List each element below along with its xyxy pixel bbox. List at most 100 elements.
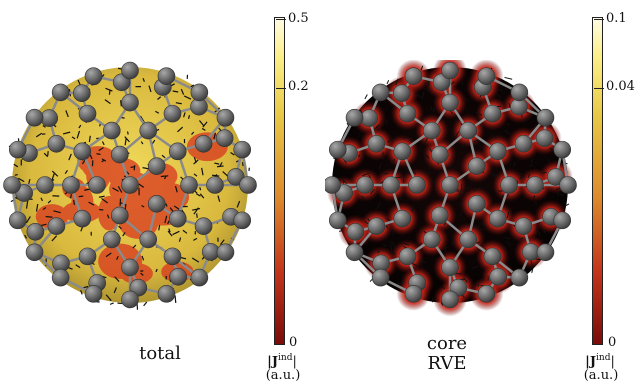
carbon-atom	[239, 176, 257, 194]
current-arrow	[124, 136, 130, 143]
colorbar-total-quantity: |Jind|	[267, 353, 297, 370]
carbon-atom	[139, 230, 158, 249]
current-arrow	[53, 210, 61, 214]
caption-total: total	[139, 343, 181, 364]
carbon-atom	[169, 267, 188, 286]
current-arrow	[490, 133, 497, 139]
current-arrow	[175, 102, 182, 105]
carbon-atom	[163, 247, 182, 266]
current-arrow	[35, 203, 39, 212]
current-arrow	[395, 78, 399, 86]
current-arrow	[191, 257, 200, 263]
current-arrow	[65, 110, 69, 118]
current-arrow	[155, 110, 160, 114]
current-arrow	[217, 195, 221, 202]
current-arrow	[183, 95, 192, 100]
current-arrow	[214, 162, 220, 165]
current-arrow	[199, 187, 202, 191]
current-arrow	[505, 237, 511, 240]
current-arrow	[364, 94, 368, 100]
carbon-atom	[51, 83, 70, 102]
current-arrow	[201, 127, 206, 131]
carbon-atom	[168, 142, 187, 161]
current-arrow	[506, 211, 510, 219]
current-arrow	[45, 215, 53, 218]
carbon-atom	[216, 108, 235, 127]
carbon-atom	[404, 285, 423, 303]
carbon-atom	[194, 217, 213, 236]
carbon-atom	[422, 230, 441, 249]
carbon-atom	[84, 285, 103, 303]
current-arrow	[148, 85, 152, 93]
colorbar-total-mid: 0.2	[288, 79, 309, 94]
current-arrow	[141, 204, 145, 208]
carbon-atom	[430, 206, 449, 225]
current-arrow	[43, 152, 49, 158]
current-arrow	[42, 207, 47, 211]
current-arrow	[47, 200, 52, 204]
current-arrow	[527, 173, 531, 178]
current-arrow	[182, 229, 188, 234]
current-arrow	[196, 193, 201, 197]
current-arrow	[81, 159, 86, 165]
current-arrow	[451, 241, 454, 246]
current-arrow	[412, 170, 416, 175]
current-arrow	[454, 115, 460, 120]
current-arrow	[114, 276, 120, 282]
current-arrow	[424, 137, 429, 144]
current-arrow	[504, 129, 510, 135]
current-arrow	[509, 156, 513, 160]
colorbar-total-unit: (a.u.)	[265, 368, 301, 383]
current-arrow	[161, 154, 166, 159]
colorbar-total-tick-top	[276, 19, 286, 20]
current-arrow	[124, 138, 127, 146]
current-arrow	[193, 157, 197, 163]
current-arrow	[475, 111, 483, 116]
current-arrow	[192, 207, 201, 211]
carbon-atom	[73, 209, 92, 228]
current-arrow	[40, 197, 44, 202]
current-arrow	[391, 230, 395, 236]
current-arrow	[481, 222, 486, 227]
carbon-atom	[483, 247, 502, 266]
current-arrow	[391, 158, 396, 164]
carbon-atom	[441, 93, 459, 112]
molecule-core-rve-render	[325, 60, 577, 317]
current-arrow	[402, 136, 409, 140]
carbon-atom	[536, 243, 555, 262]
current-arrow	[385, 119, 388, 125]
carbon-atom	[477, 67, 496, 85]
carbon-atom	[553, 140, 572, 159]
current-arrow	[513, 162, 516, 168]
carbon-atom	[514, 217, 533, 236]
colorbar-core-rve-tick-top	[594, 19, 604, 20]
colorbar-core-rve-min: 0	[608, 335, 617, 350]
carbon-atom	[78, 247, 97, 266]
current-arrow	[105, 87, 113, 92]
current-arrow	[390, 240, 397, 248]
current-arrow	[370, 239, 374, 242]
current-arrow	[419, 116, 424, 121]
carbon-atom	[441, 258, 459, 277]
carbon-atom	[163, 104, 182, 123]
carbon-atom	[216, 243, 235, 262]
carbon-atom	[393, 142, 412, 161]
current-arrow	[440, 302, 444, 306]
molecule-total-render	[3, 61, 257, 310]
carbon-atom	[441, 290, 459, 309]
colorbar-core-rve	[592, 17, 603, 345]
carbon-atom	[8, 211, 27, 230]
current-arrow	[101, 141, 105, 146]
carbon-atom	[408, 176, 426, 194]
carbon-atom	[382, 176, 400, 194]
carbon-atom	[102, 121, 121, 140]
current-arrow	[24, 234, 28, 239]
current-arrow	[105, 294, 112, 302]
current-arrow	[501, 194, 504, 199]
carbon-atom	[8, 140, 27, 159]
current-arrow	[519, 237, 524, 240]
colorbar-core-rve-mid: 0.04	[606, 79, 635, 94]
colorbar-core-rve-quantity: |Jind|	[585, 353, 615, 370]
current-arrow	[339, 230, 343, 232]
current-arrow	[376, 201, 381, 210]
